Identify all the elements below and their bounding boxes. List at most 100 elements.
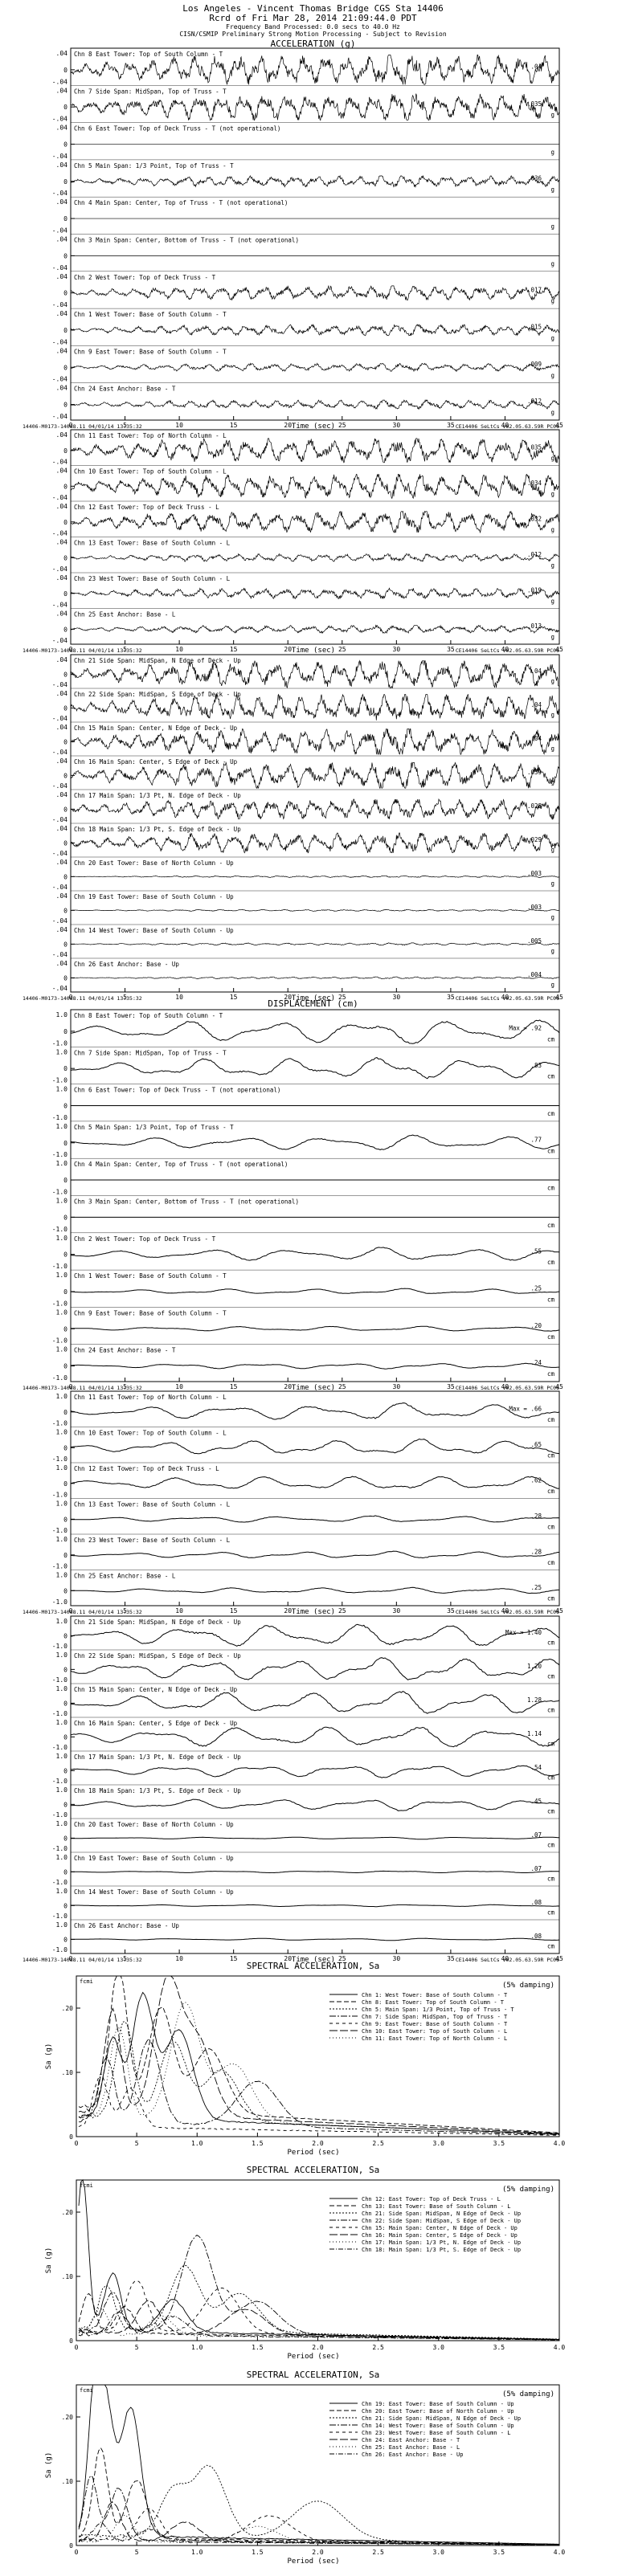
x-tick-label: 2.0 bbox=[312, 2549, 324, 2556]
channel-label: Chn 16 Main Span: Center, S Edge of Deck… bbox=[74, 1720, 238, 1727]
peak-value: .62 bbox=[530, 1476, 542, 1484]
units-label: cm bbox=[547, 1808, 555, 1815]
legend-entry: Chn 21: Side Span: MidSpan, N Edge of De… bbox=[362, 2415, 521, 2422]
x-tick-label: 10 bbox=[175, 994, 183, 1001]
channel-trace: .04 0 -.04 Chn 7 Side Span: MidSpan, Top of… bbox=[52, 85, 560, 123]
waveform-line bbox=[70, 1057, 560, 1080]
x-tick-label: 5 bbox=[135, 2549, 139, 2556]
y-tick-label: 0 bbox=[63, 1516, 68, 1523]
channel-trace: .04 0 -.04 Chn 17 Main Span: 1/3 Pt, N. Edg… bbox=[52, 789, 560, 823]
x-tick-label: 10 bbox=[175, 422, 183, 429]
x-tick-label: 5 bbox=[123, 646, 127, 653]
y-tick-label: .10 bbox=[62, 2069, 74, 2076]
waveform-line bbox=[71, 1937, 560, 1941]
channel-trace: 1.0 0 -1.0 Chn 14 West Tower: Base of South… bbox=[52, 1885, 560, 1920]
units-label: cm bbox=[547, 1416, 555, 1423]
damping-label: (5% damping) bbox=[502, 2390, 554, 2398]
legend-entry: Chn 19: East Tower: Base of South Column… bbox=[362, 2401, 514, 2407]
peak-value: .25 bbox=[530, 1285, 542, 1292]
channel-trace: .04 0 -.04 Chn 26 East Anchor: Base - Up .00… bbox=[52, 957, 560, 992]
x-tick-label: 20 bbox=[284, 422, 292, 429]
peak-value: .24 bbox=[530, 1359, 542, 1366]
y-tick-label: 0 bbox=[63, 1363, 68, 1370]
y-tick-label: 0 bbox=[63, 1632, 68, 1639]
spectrum-line bbox=[78, 2464, 559, 2545]
waveform-line bbox=[70, 624, 560, 634]
y-axis-label: Sa (g) bbox=[45, 2043, 53, 2070]
y-tick-label: .20 bbox=[62, 2414, 74, 2421]
x-tick-label: 0 bbox=[69, 1607, 73, 1615]
channel-trace: .04 0 -.04 Chn 18 Main Span: 1/3 Pt, S. Edg… bbox=[52, 823, 560, 857]
x-tick-label: 1.0 bbox=[191, 2344, 203, 2351]
y-tick-label: 0 bbox=[63, 1251, 68, 1259]
peak-value: .77 bbox=[530, 1136, 542, 1143]
y-tick-label: .04 bbox=[56, 539, 68, 546]
fcmi-label: fcmi bbox=[80, 1978, 93, 1985]
x-axis-label: Time (sec) bbox=[292, 1956, 335, 1964]
y-tick-label: -1.0 bbox=[52, 1420, 68, 1427]
channel-label: Chn 22 Side Span: MidSpan, S Edge of Dec… bbox=[74, 691, 241, 698]
legend-entry: Chn 26: East Anchor: Base - Up bbox=[362, 2451, 463, 2458]
channel-label: Chn 26 East Anchor: Base - Up bbox=[74, 961, 179, 968]
y-tick-label: 0 bbox=[63, 941, 68, 948]
peak-value: .04 bbox=[530, 701, 542, 708]
units-label: cm bbox=[547, 1110, 555, 1117]
legend-entry: Chn 21: Side Span: MidSpan, N Edge of De… bbox=[362, 2211, 521, 2217]
y-tick-label: -.04 bbox=[52, 850, 68, 857]
waveform-line bbox=[70, 729, 560, 756]
channel-label: Chn 24 East Anchor: Base - T bbox=[74, 386, 176, 393]
peak-value: .004 bbox=[527, 971, 542, 978]
waveform-line bbox=[70, 942, 560, 946]
y-tick-label: -.04 bbox=[52, 376, 68, 383]
spectral-heading-3: SPECTRAL ACCELERATION, Sa bbox=[246, 2370, 380, 2380]
spectral-panel-2: .20 .10 0 fcmi Sa (g) 0 5 1.0 1.5 2.0 2.5 3.0 3.5 4.0… bbox=[45, 2179, 565, 2361]
units-label: g bbox=[550, 633, 554, 640]
peak-value: .04 bbox=[530, 63, 542, 70]
peak-value: .08 bbox=[530, 1899, 542, 1906]
y-tick-label: -.04 bbox=[52, 816, 68, 823]
x-tick-label: 25 bbox=[338, 994, 346, 1001]
y-tick-label: 0 bbox=[63, 839, 68, 847]
x-tick-label: 5 bbox=[123, 1955, 127, 1962]
channel-label: Chn 25 East Anchor: Base - L bbox=[74, 1573, 176, 1580]
x-tick-label: 20 bbox=[284, 994, 292, 1001]
y-tick-label: 0 bbox=[63, 1700, 68, 1707]
spectrum-line bbox=[78, 2300, 559, 2341]
y-tick-label: 0 bbox=[63, 141, 68, 148]
channel-label: Chn 3 Main Span: Center, Bottom of Truss… bbox=[74, 237, 299, 244]
peak-value: .08 bbox=[530, 1933, 542, 1940]
y-tick-label: 0 bbox=[63, 178, 68, 186]
y-tick-label: 1.0 bbox=[56, 1086, 68, 1093]
x-tick-label: 3.0 bbox=[433, 2140, 445, 2147]
x-tick-label: 1.5 bbox=[252, 2549, 264, 2556]
legend-entry: Chn 8: East Tower: Top of South Column -… bbox=[362, 1999, 505, 2006]
units-label: cm bbox=[547, 1147, 555, 1154]
waveform-line bbox=[71, 798, 560, 821]
channel-label: Chn 1 West Tower: Base of South Column -… bbox=[74, 1272, 227, 1280]
units-label: g bbox=[550, 745, 554, 753]
waveform-line bbox=[70, 693, 560, 721]
channel-trace: .04 0 -.04 Chn 22 Side Span: MidSpan, S Edg… bbox=[52, 688, 560, 722]
footer-right: CE14406 SeLtCs v02.05.63.59R PC06 bbox=[456, 423, 559, 430]
y-tick-label: 1.0 bbox=[56, 1536, 68, 1543]
x-tick-label: 0 bbox=[69, 1955, 73, 1962]
peak-value: .55 bbox=[530, 1247, 542, 1255]
y-tick-label: .04 bbox=[56, 310, 68, 317]
y-tick-label: 0 bbox=[63, 1028, 68, 1035]
peak-value: .07 bbox=[530, 1831, 542, 1839]
x-tick-label: 5 bbox=[123, 422, 127, 429]
channel-label: Chn 6 East Tower: Top of Deck Truss - T … bbox=[74, 1087, 280, 1094]
waveform-line bbox=[70, 659, 560, 688]
channel-trace: 1.0 0 -1.0 Chn 6 East Tower: Top of Deck Tr… bbox=[52, 1084, 559, 1121]
x-tick-label: 45 bbox=[555, 1955, 563, 1962]
waveform-line bbox=[70, 1586, 559, 1594]
units-label: g bbox=[550, 112, 554, 119]
units-label: g bbox=[550, 260, 554, 267]
y-tick-label: -.04 bbox=[52, 715, 68, 722]
channel-trace: .04 0 -.04 Chn 4 Main Span: Center, Top of … bbox=[52, 196, 559, 235]
y-tick-label: .04 bbox=[56, 690, 68, 697]
channel-trace: .04 0 -.04 Chn 10 East Tower: Top of South … bbox=[52, 465, 560, 501]
footer-left: 14406-M0173-14088.11 04/01/14 13:35:32 bbox=[23, 1609, 142, 1615]
x-tick-label: 25 bbox=[338, 1607, 346, 1615]
